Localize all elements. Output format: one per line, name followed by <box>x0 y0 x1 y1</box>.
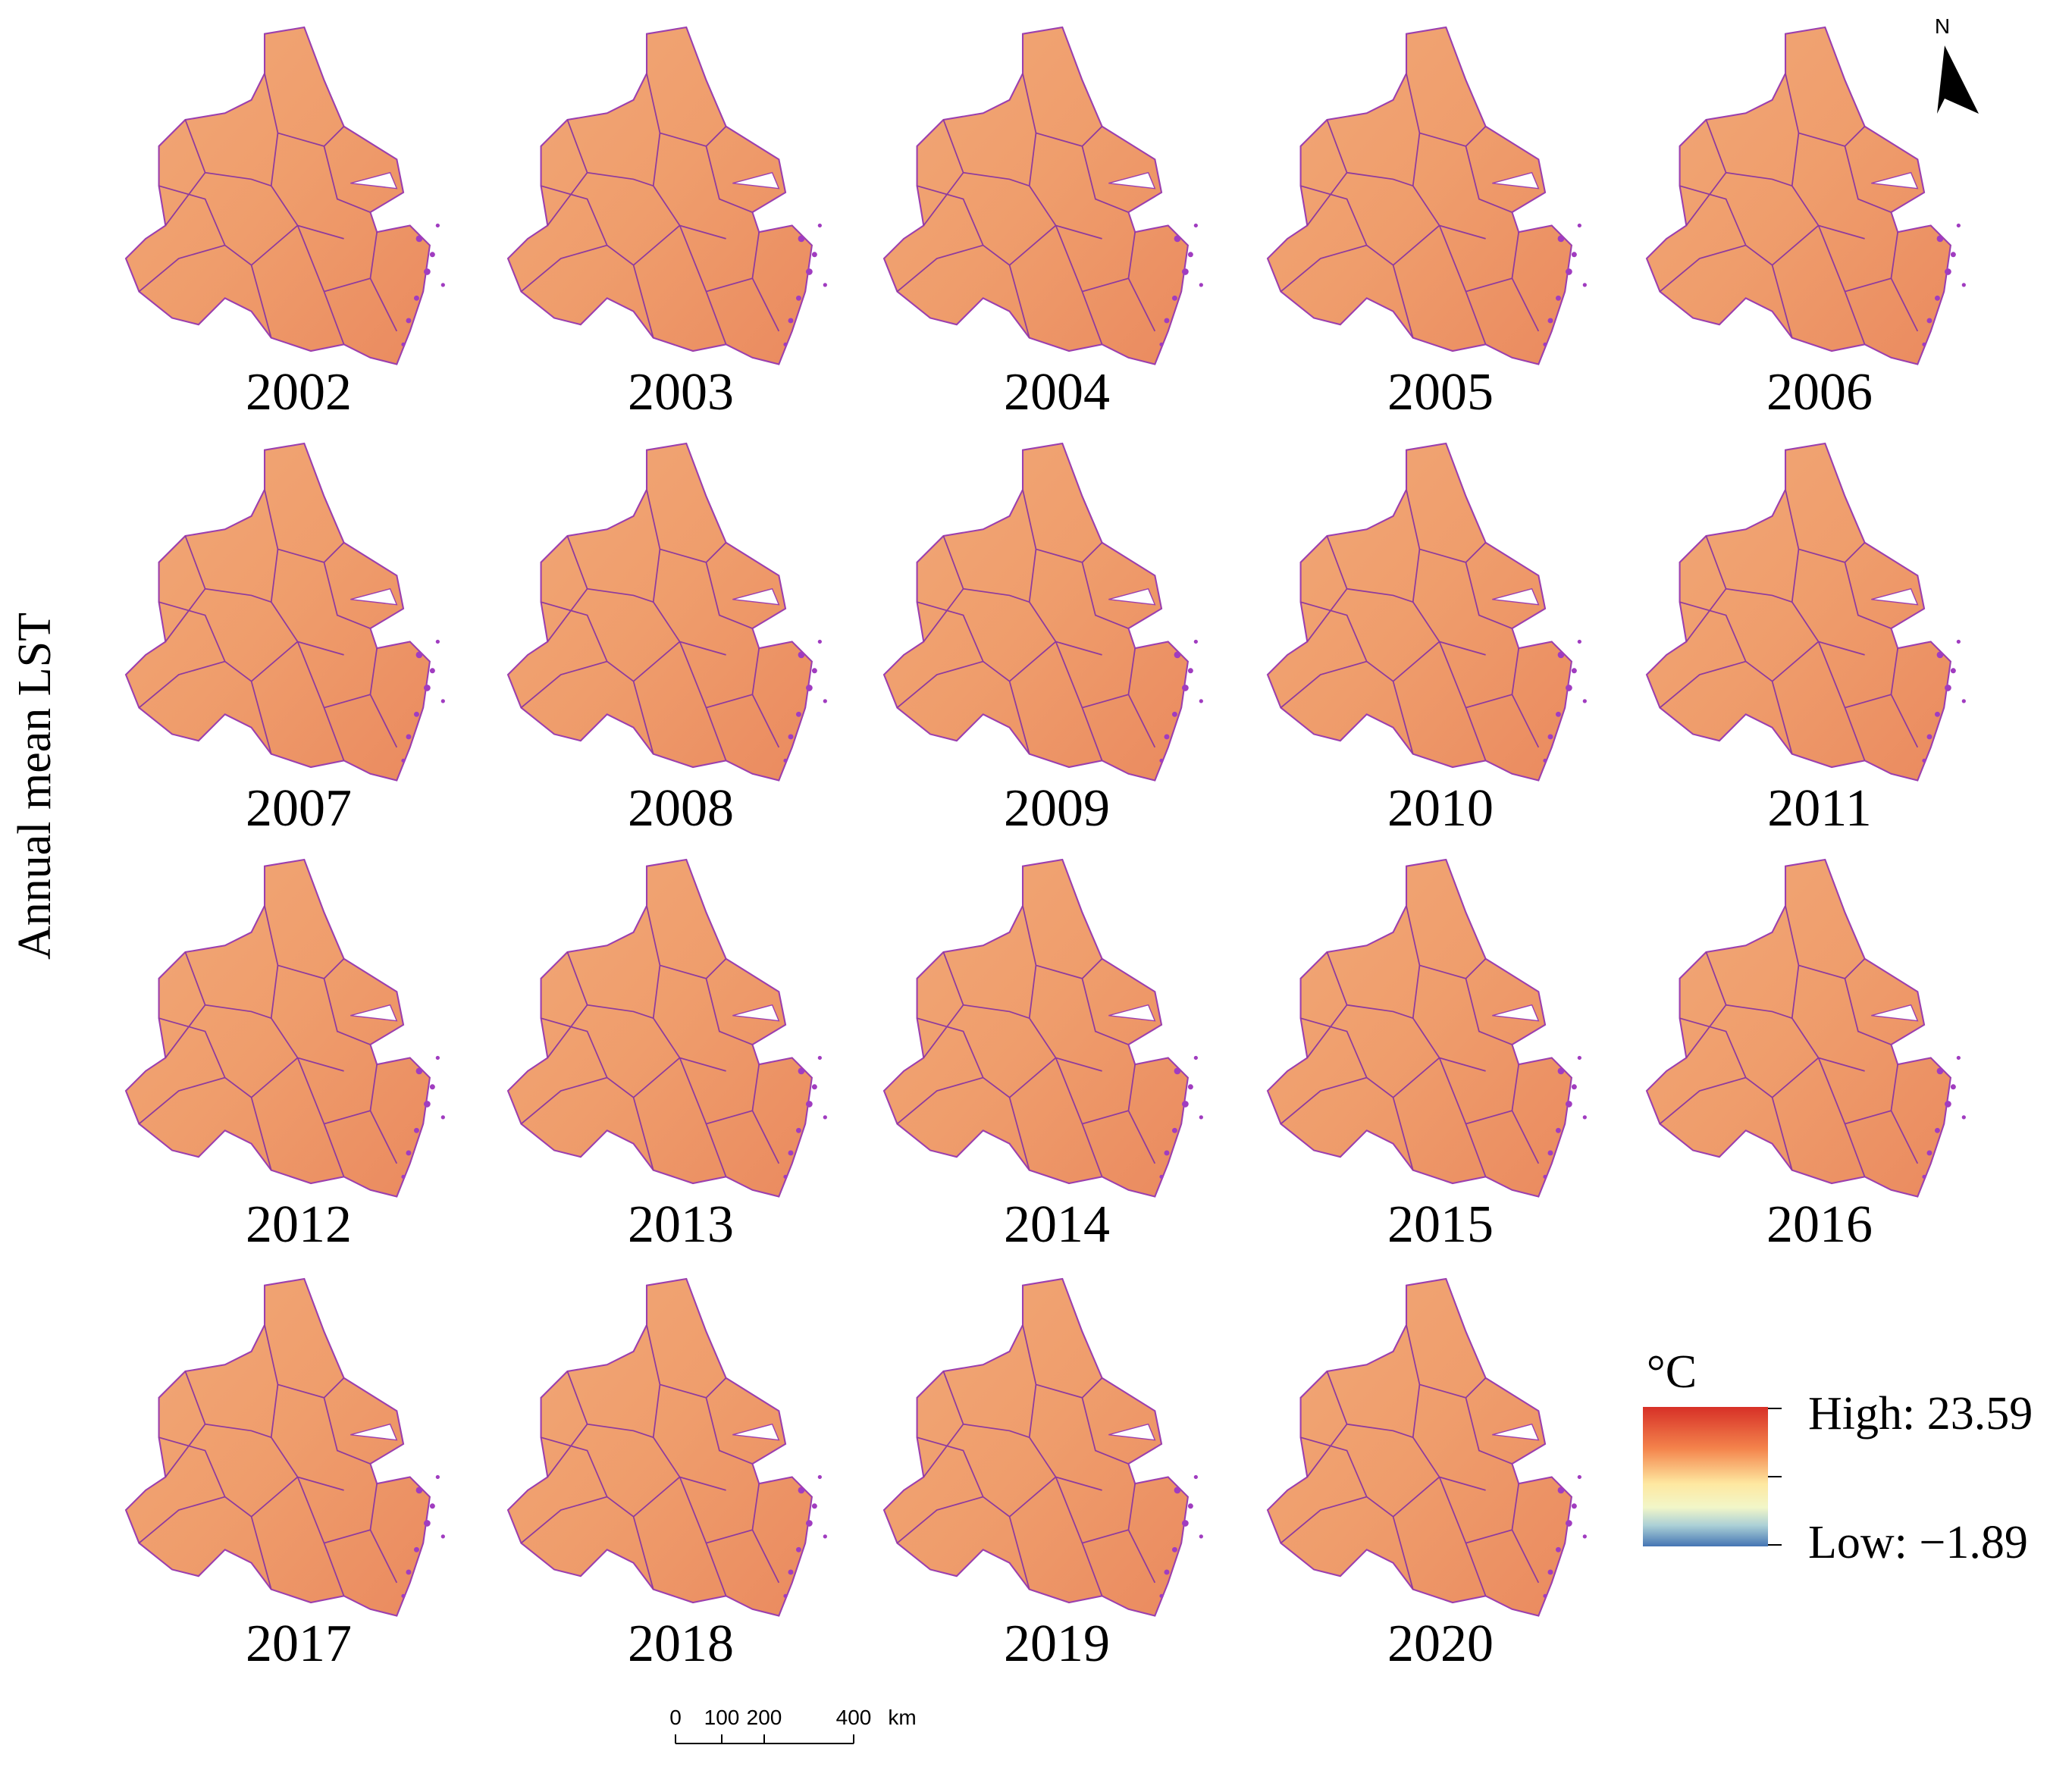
scale-label: 200 <box>747 1706 782 1729</box>
map-panel: 2008 <box>506 442 828 838</box>
year-label: 2012 <box>246 1195 352 1254</box>
region-map <box>124 442 446 782</box>
region-map <box>1645 442 1967 782</box>
map-panel: 2002 <box>124 26 446 421</box>
map-panel: 2014 <box>882 858 1204 1254</box>
legend-high: High: 23.59 <box>1808 1388 2033 1440</box>
panels: 2002 2003 2004 2005 2006 2007 2008 2009 2010 2011… <box>124 26 1967 1673</box>
year-label: 2007 <box>246 779 352 838</box>
north-label: N <box>1935 14 1950 38</box>
map-panel: 2003 <box>506 26 828 421</box>
map-panel: 2010 <box>1266 442 1588 838</box>
map-panel: 2011 <box>1645 442 1967 838</box>
region-map <box>1645 26 1967 365</box>
region-map <box>882 858 1204 1198</box>
region-map <box>882 26 1204 365</box>
region-map <box>1266 26 1588 365</box>
region-map <box>882 442 1204 782</box>
year-label: 2020 <box>1387 1615 1494 1673</box>
region-map <box>506 858 828 1198</box>
year-label: 2009 <box>1004 779 1110 838</box>
map-panel: 2020 <box>1266 1277 1588 1673</box>
year-label: 2017 <box>246 1615 352 1673</box>
map-panel: 2015 <box>1266 858 1588 1254</box>
region-map <box>1266 442 1588 782</box>
year-label: 2005 <box>1387 363 1494 421</box>
region-map <box>124 26 446 365</box>
map-panel: 2006 <box>1645 26 1967 421</box>
region-map <box>124 858 446 1198</box>
scale-unit: km <box>888 1706 916 1729</box>
year-label: 2014 <box>1004 1195 1110 1254</box>
map-panel: 2017 <box>124 1277 446 1673</box>
map-panel: 2004 <box>882 26 1204 421</box>
region-map <box>1645 858 1967 1198</box>
year-label: 2004 <box>1004 363 1110 421</box>
year-label: 2016 <box>1766 1195 1873 1254</box>
region-map <box>1266 1277 1588 1617</box>
legend: °C High: 23.59 Low: −1.89 <box>1643 1346 2033 1568</box>
scale-label: 0 <box>669 1706 682 1729</box>
map-panel: 2018 <box>506 1277 828 1673</box>
legend-unit: °C <box>1647 1346 1697 1398</box>
year-label: 2019 <box>1004 1615 1110 1673</box>
region-map <box>506 442 828 782</box>
map-panel: 2007 <box>124 442 446 838</box>
region-map <box>506 26 828 365</box>
map-panel: 2019 <box>882 1277 1204 1673</box>
region-map <box>124 1277 446 1617</box>
scale-label: 400 <box>836 1706 872 1729</box>
year-label: 2003 <box>628 363 734 421</box>
legend-low: Low: −1.89 <box>1808 1517 2028 1568</box>
year-label: 2018 <box>628 1615 734 1673</box>
map-panel: 2005 <box>1266 26 1588 421</box>
year-label: 2013 <box>628 1195 734 1254</box>
map-panel: 2012 <box>124 858 446 1254</box>
region-map <box>506 1277 828 1617</box>
scale-label: 100 <box>704 1706 740 1729</box>
scale-bar: 0 100 200 400 km <box>669 1706 917 1744</box>
year-label: 2002 <box>246 363 352 421</box>
region-map <box>882 1277 1204 1617</box>
figure-title: Annual mean LST <box>9 612 61 960</box>
year-label: 2011 <box>1767 779 1871 838</box>
map-panel: 2013 <box>506 858 828 1254</box>
year-label: 2006 <box>1766 363 1873 421</box>
map-panel: 2009 <box>882 442 1204 838</box>
color-bar <box>1643 1407 1768 1546</box>
map-panel: 2016 <box>1645 858 1967 1254</box>
north-arrow: N <box>1935 14 1979 114</box>
year-label: 2010 <box>1387 779 1494 838</box>
year-label: 2008 <box>628 779 734 838</box>
region-map <box>1266 858 1588 1198</box>
year-label: 2015 <box>1387 1195 1494 1254</box>
